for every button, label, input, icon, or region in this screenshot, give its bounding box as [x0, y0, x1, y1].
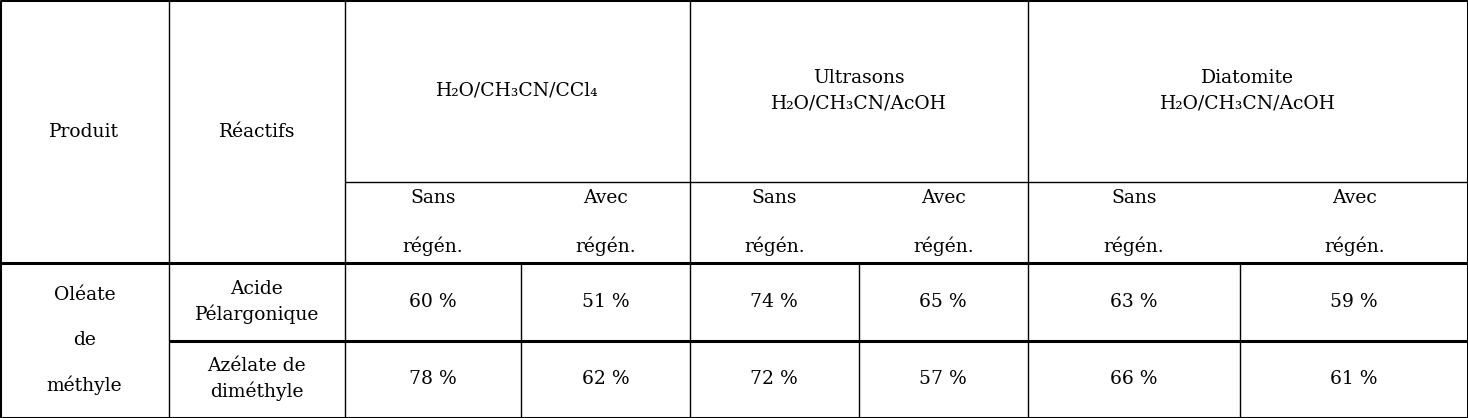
Text: 78 %: 78 %	[410, 370, 457, 388]
Text: Avec

régén.: Avec régén.	[913, 189, 973, 256]
Text: 51 %: 51 %	[581, 293, 630, 311]
Text: Diatomite
H₂O/CH₃CN/AcOH: Diatomite H₂O/CH₃CN/AcOH	[1160, 69, 1336, 112]
Text: Avec

régén.: Avec régén.	[1324, 189, 1384, 256]
Text: 74 %: 74 %	[750, 293, 799, 311]
Text: 65 %: 65 %	[919, 293, 967, 311]
Text: Azélate de
diméthyle: Azélate de diméthyle	[207, 357, 307, 401]
Text: Oléate

de

méthyle: Oléate de méthyle	[47, 286, 122, 395]
Text: H₂O/CH₃CN/CCl₄: H₂O/CH₃CN/CCl₄	[436, 82, 599, 100]
Text: Ultrasons
H₂O/CH₃CN/AcOH: Ultrasons H₂O/CH₃CN/AcOH	[771, 69, 947, 112]
Text: 62 %: 62 %	[581, 370, 630, 388]
Text: Sans

régén.: Sans régén.	[402, 189, 464, 256]
Text: Sans

régén.: Sans régén.	[744, 189, 804, 256]
Text: 63 %: 63 %	[1110, 293, 1158, 311]
Text: 60 %: 60 %	[410, 293, 457, 311]
Text: 66 %: 66 %	[1110, 370, 1158, 388]
Text: Avec

régén.: Avec régén.	[575, 189, 636, 256]
Text: Acide
Pélargonique: Acide Pélargonique	[195, 280, 319, 324]
Text: 72 %: 72 %	[750, 370, 799, 388]
Text: Sans

régén.: Sans régén.	[1104, 189, 1164, 256]
Text: 57 %: 57 %	[919, 370, 967, 388]
Text: 61 %: 61 %	[1330, 370, 1378, 388]
Text: Produit: Produit	[50, 122, 119, 141]
Text: 59 %: 59 %	[1330, 293, 1378, 311]
Text: Réactifs: Réactifs	[219, 122, 295, 141]
